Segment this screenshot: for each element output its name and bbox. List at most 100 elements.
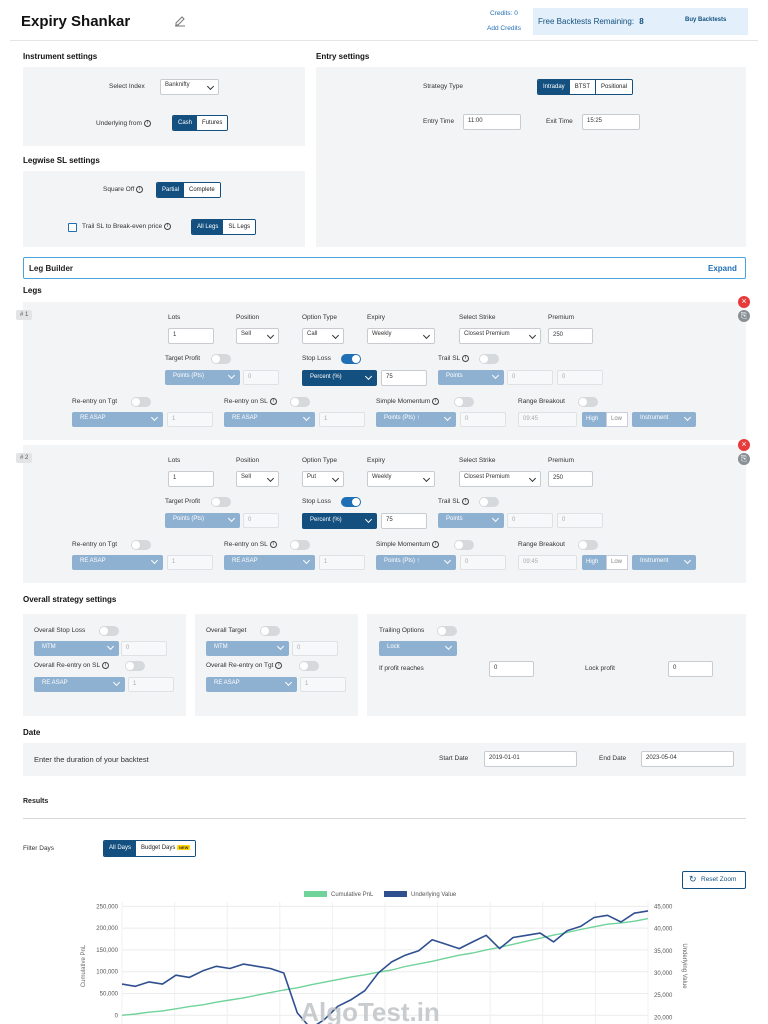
simple-momentum-input[interactable]: 0 bbox=[460, 412, 506, 427]
range-breakout-toggle[interactable] bbox=[578, 397, 598, 407]
premium-input[interactable]: 250 bbox=[548, 328, 593, 344]
target-profit-input[interactable]: 0 bbox=[243, 370, 279, 385]
range-breakout-low-option[interactable]: Low bbox=[606, 555, 628, 570]
expiry-dropdown[interactable]: Weekly bbox=[367, 471, 435, 487]
start-date-input[interactable]: 2019-01-01 bbox=[484, 751, 577, 767]
range-breakout-time-input[interactable]: 09:45 bbox=[518, 412, 577, 427]
copy-leg-icon[interactable]: ⎘ bbox=[738, 310, 750, 322]
trail-sl-y-input[interactable]: 0 bbox=[557, 513, 603, 528]
simple-momentum-mode-dropdown[interactable]: Points (Pts) ↑ bbox=[376, 555, 456, 570]
trail-sl-x-input[interactable]: 0 bbox=[507, 370, 553, 385]
range-breakout-instrument-dropdown[interactable]: Instrument bbox=[632, 555, 696, 570]
strategy-positional[interactable]: Positional bbox=[596, 80, 633, 94]
target-profit-mode-dropdown[interactable]: Points (Pts) bbox=[165, 513, 240, 528]
overall-reentry-sl-toggle[interactable] bbox=[125, 661, 145, 671]
select-strike-dropdown[interactable]: Closest Premium bbox=[459, 471, 541, 487]
target-profit-toggle[interactable] bbox=[211, 354, 231, 364]
trail-legs-toggle[interactable]: All Legs SL Legs bbox=[191, 219, 257, 235]
trail-sl-mode-dropdown[interactable]: Points bbox=[438, 370, 504, 385]
trail-sl-mode-dropdown[interactable]: Points bbox=[438, 513, 504, 528]
trail-all-legs[interactable]: All Legs bbox=[192, 220, 224, 234]
underlying-option-cash[interactable]: Cash bbox=[173, 116, 198, 130]
overall-reentry-tgt-toggle[interactable] bbox=[299, 661, 319, 671]
delete-leg-icon[interactable]: × bbox=[738, 439, 750, 451]
reset-zoom-button[interactable]: ↻ Reset Zoom bbox=[682, 871, 746, 889]
edit-icon[interactable] bbox=[174, 15, 186, 27]
stop-loss-input[interactable]: 75 bbox=[381, 370, 427, 386]
reentry-sl-input[interactable]: 1 bbox=[319, 555, 365, 570]
reentry-sl-input[interactable]: 1 bbox=[319, 412, 365, 427]
overall-sl-input[interactable]: 0 bbox=[121, 641, 167, 656]
expiry-dropdown[interactable]: Weekly bbox=[367, 328, 435, 344]
range-breakout-low-option[interactable]: Low bbox=[606, 412, 628, 427]
select-strike-dropdown[interactable]: Closest Premium bbox=[459, 328, 541, 344]
option-type-dropdown[interactable]: Call bbox=[302, 328, 344, 344]
square-off-toggle[interactable]: Partial Complete bbox=[156, 182, 221, 198]
lock-profit-input[interactable]: 0 bbox=[668, 661, 713, 677]
square-off-partial[interactable]: Partial bbox=[157, 183, 185, 197]
trail-sl-legs[interactable]: SL Legs bbox=[223, 220, 256, 234]
reentry-sl-toggle[interactable] bbox=[290, 540, 310, 550]
strategy-intraday[interactable]: Intraday bbox=[538, 80, 570, 94]
underlying-toggle[interactable]: Cash Futures bbox=[172, 115, 229, 131]
target-profit-mode-dropdown[interactable]: Points (Pts) bbox=[165, 370, 240, 385]
reentry-tgt-mode-dropdown[interactable]: RE ASAP bbox=[72, 412, 163, 427]
position-dropdown[interactable]: Sell bbox=[236, 471, 279, 487]
stop-loss-toggle[interactable] bbox=[341, 354, 361, 364]
option-type-dropdown[interactable]: Put bbox=[302, 471, 344, 487]
stop-loss-toggle[interactable] bbox=[341, 497, 361, 507]
filter-budget-days[interactable]: Budget Days NEW bbox=[136, 841, 196, 856]
stop-loss-mode-dropdown[interactable]: Percent (%) bbox=[302, 513, 377, 529]
square-off-complete[interactable]: Complete bbox=[184, 183, 220, 197]
copy-leg-icon[interactable]: ⎘ bbox=[738, 453, 750, 465]
simple-momentum-toggle[interactable] bbox=[454, 540, 474, 550]
target-profit-input[interactable]: 0 bbox=[243, 513, 279, 528]
overall-target-mode-dropdown[interactable]: MTM bbox=[206, 641, 289, 656]
trail-sl-x-input[interactable]: 0 bbox=[507, 513, 553, 528]
exit-time-input[interactable]: 15:25 bbox=[582, 114, 640, 130]
trail-breakeven-checkbox[interactable] bbox=[68, 223, 77, 232]
reentry-tgt-mode-dropdown[interactable]: RE ASAP bbox=[72, 555, 163, 570]
reentry-sl-mode-dropdown[interactable]: RE ASAP bbox=[224, 555, 315, 570]
overall-sl-toggle[interactable] bbox=[99, 626, 119, 636]
reentry-tgt-toggle[interactable] bbox=[131, 397, 151, 407]
trailing-mode-dropdown[interactable]: Lock bbox=[379, 641, 457, 656]
range-breakout-time-input[interactable]: 09:45 bbox=[518, 555, 577, 570]
filter-days-toggle[interactable]: All Days Budget Days NEW bbox=[103, 840, 197, 857]
trailing-options-toggle[interactable] bbox=[437, 626, 457, 636]
lots-input[interactable]: 1 bbox=[168, 328, 214, 344]
filter-all-days[interactable]: All Days bbox=[104, 841, 137, 856]
reentry-sl-toggle[interactable] bbox=[290, 397, 310, 407]
lots-input[interactable]: 1 bbox=[168, 471, 214, 487]
trail-sl-toggle[interactable] bbox=[479, 497, 499, 507]
reentry-sl-mode-dropdown[interactable]: RE ASAP bbox=[224, 412, 315, 427]
underlying-option-futures[interactable]: Futures bbox=[197, 116, 228, 130]
range-breakout-instrument-dropdown[interactable]: Instrument bbox=[632, 412, 696, 427]
backtest-chart[interactable]: 250,000 200,000 150,000 100,000 50,000 0 45,0… bbox=[0, 882, 768, 1024]
delete-leg-icon[interactable]: × bbox=[738, 296, 750, 308]
range-breakout-high-option[interactable]: High bbox=[582, 555, 606, 570]
strategy-btst[interactable]: BTST bbox=[569, 80, 597, 94]
overall-target-toggle[interactable] bbox=[260, 626, 280, 636]
trail-sl-y-input[interactable]: 0 bbox=[557, 370, 603, 385]
expand-link[interactable]: Expand bbox=[708, 264, 737, 273]
strategy-type-toggle[interactable]: Intraday BTST Positional bbox=[537, 79, 634, 95]
add-credits-link[interactable]: Add Credits bbox=[487, 25, 521, 32]
simple-momentum-toggle[interactable] bbox=[454, 397, 474, 407]
premium-input[interactable]: 250 bbox=[548, 471, 593, 487]
overall-reentry-tgt-input[interactable]: 1 bbox=[300, 677, 346, 692]
end-date-input[interactable]: 2023-05-04 bbox=[641, 751, 734, 767]
reentry-tgt-input[interactable]: 1 bbox=[167, 412, 213, 427]
overall-sl-mode-dropdown[interactable]: MTM bbox=[34, 641, 119, 656]
profit-reaches-input[interactable]: 0 bbox=[489, 661, 534, 677]
trail-sl-toggle[interactable] bbox=[479, 354, 499, 364]
buy-backtests-button[interactable]: Buy Backtests bbox=[685, 17, 727, 23]
reentry-tgt-toggle[interactable] bbox=[131, 540, 151, 550]
simple-momentum-mode-dropdown[interactable]: Points (Pts) ↑ bbox=[376, 412, 456, 427]
target-profit-toggle[interactable] bbox=[211, 497, 231, 507]
overall-target-input[interactable]: 0 bbox=[292, 641, 338, 656]
simple-momentum-input[interactable]: 0 bbox=[460, 555, 506, 570]
overall-reentry-sl-input[interactable]: 1 bbox=[128, 677, 174, 692]
range-breakout-high-option[interactable]: High bbox=[582, 412, 606, 427]
stop-loss-mode-dropdown[interactable]: Percent (%) bbox=[302, 370, 377, 386]
